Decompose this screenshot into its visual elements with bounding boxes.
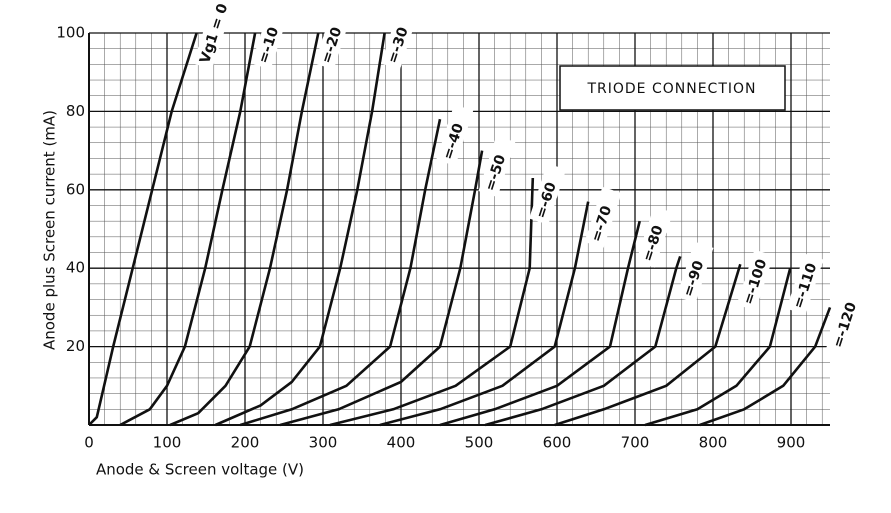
curve xyxy=(484,255,682,427)
curve-label-bg xyxy=(736,249,774,311)
curve-label-bg xyxy=(380,8,418,70)
x-tick-label: 200 xyxy=(231,434,260,452)
y-tick-label: 20 xyxy=(66,337,85,355)
curve xyxy=(554,263,742,427)
curve-label-bg xyxy=(436,104,474,166)
annotation: TRIODE CONNECTION xyxy=(586,81,756,97)
curve-label-bg xyxy=(826,292,864,354)
curve-label-bg xyxy=(251,8,289,70)
curve xyxy=(699,306,832,427)
curve-label-group: =-90 xyxy=(676,241,714,304)
x-tick-label: 500 xyxy=(465,434,494,452)
y-tick-label: 40 xyxy=(66,259,85,277)
x-tick-label: 300 xyxy=(309,434,338,452)
x-tick-label: 600 xyxy=(543,434,572,452)
curve xyxy=(169,32,320,427)
y-axis-label: Anode plus Screen current (mA) xyxy=(41,110,59,350)
curve-label-bg xyxy=(786,253,824,315)
curve-label-bg xyxy=(529,163,567,225)
curve-label-bg xyxy=(676,241,714,304)
curve xyxy=(379,201,590,427)
curve xyxy=(239,118,442,427)
grid: 0 100 200 300 400 500 600 700 800 900 20 40 60 80 100 xyxy=(56,24,830,452)
x-tick-label: 700 xyxy=(621,434,650,452)
curves: Vg1 = 0 =-10 =-20 =-30=-40=-50=-60=-70 =-80=… xyxy=(88,1,864,427)
x-tick-label: 900 xyxy=(777,434,806,452)
curve xyxy=(88,32,198,426)
x-axis-label: Anode & Screen voltage (V) xyxy=(96,461,304,479)
x-tick-label: 400 xyxy=(387,434,416,452)
curve xyxy=(439,220,641,427)
x-tick-label: 0 xyxy=(84,434,94,452)
curve-label-bg xyxy=(478,135,516,198)
curve-label-bg xyxy=(635,206,673,268)
curve xyxy=(329,177,535,427)
curve-label-bg xyxy=(192,8,230,70)
curve xyxy=(279,150,484,427)
curve-label-bg xyxy=(314,8,352,70)
x-tick-label: 100 xyxy=(153,434,182,452)
x-tick-label: 800 xyxy=(699,434,728,452)
curve xyxy=(214,32,386,427)
curve-label-bg xyxy=(584,186,622,249)
annotation-box xyxy=(559,65,786,111)
y-tick-label: 100 xyxy=(56,24,85,42)
y-tick-label: 60 xyxy=(66,180,85,198)
y-tick-label: 80 xyxy=(66,102,85,120)
curve xyxy=(119,32,257,427)
curve xyxy=(644,267,792,427)
